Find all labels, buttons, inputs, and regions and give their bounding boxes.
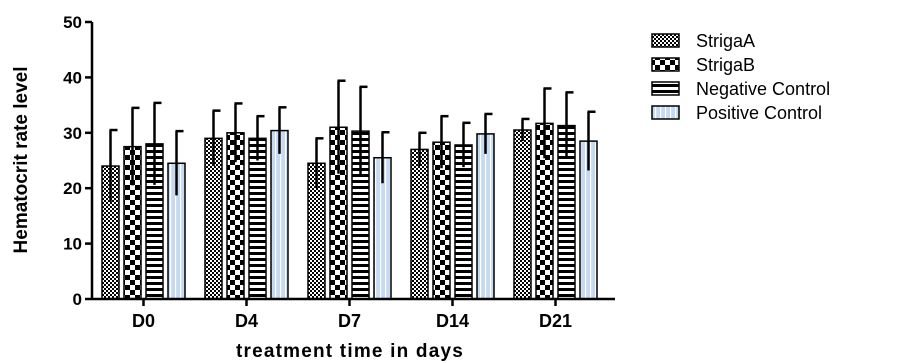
legend-label: StrigaB xyxy=(696,55,755,75)
error-bar-D7-positive-control xyxy=(381,130,390,184)
error-bar-D0-positive-control xyxy=(175,129,184,196)
y-tick-label: 30 xyxy=(63,124,82,143)
legend-label: Positive Control xyxy=(696,103,822,123)
x-tick-label: D14 xyxy=(436,311,469,331)
x-tick-label: D7 xyxy=(338,311,361,331)
error-bar-D4-strigaa xyxy=(212,109,221,167)
error-bar-D0-strigaa xyxy=(109,128,118,203)
x-tick-layer: D0 D4 D7 D14 D21 xyxy=(132,299,572,331)
y-tick-label: 40 xyxy=(63,68,82,87)
y-tick-layer: 0 10 20 30 40 50 xyxy=(63,13,92,309)
error-bar-D7-strigaa xyxy=(315,137,324,189)
y-tick-label: 50 xyxy=(63,13,82,32)
error-bar-D21-strigaa xyxy=(521,117,530,142)
legend: StrigaA StrigaB Negative Control Positive C… xyxy=(651,31,830,123)
y-tick-label: 0 xyxy=(73,290,82,309)
legend-swatch xyxy=(651,81,680,96)
error-bar-D4-positive-control xyxy=(278,106,287,154)
error-bar-D21-strigab xyxy=(543,87,552,159)
error-bar-D21-positive-control xyxy=(587,110,596,171)
legend-swatch xyxy=(651,33,680,48)
legend-swatch xyxy=(651,105,680,120)
legend-label: StrigaA xyxy=(696,31,755,51)
bar-D21-strigaa xyxy=(513,129,532,300)
error-bar-D0-negative-control xyxy=(153,101,162,185)
y-axis-label: Hematocrit rate level xyxy=(11,67,32,254)
error-bar-D21-negative-control xyxy=(565,91,574,159)
bar-D14-strigaa xyxy=(410,148,429,300)
x-tick-label: D21 xyxy=(539,311,572,331)
bar-D14-negative-control xyxy=(454,144,473,300)
y-tick-label: 20 xyxy=(63,179,82,198)
y-tick-label: 10 xyxy=(63,235,82,254)
bar-D4-positive-control xyxy=(270,129,289,300)
error-bar-D7-strigab xyxy=(337,79,346,174)
bar-D4-negative-control xyxy=(248,137,267,300)
error-bar-D4-negative-control xyxy=(256,114,265,161)
error-bar-D14-strigab xyxy=(440,114,449,169)
x-axis-label: treatment time in days xyxy=(236,341,464,362)
error-bar-D7-negative-control xyxy=(359,85,368,176)
error-bars-layer xyxy=(109,79,596,203)
error-bar-D14-strigaa xyxy=(418,131,427,167)
error-bar-D14-negative-control xyxy=(462,121,471,168)
error-bar-D14-positive-control xyxy=(484,112,493,154)
error-bar-D4-strigab xyxy=(234,102,243,163)
legend-swatch xyxy=(651,57,680,72)
x-tick-label: D4 xyxy=(235,311,258,331)
x-tick-label: D0 xyxy=(132,311,155,331)
bar-D14-positive-control xyxy=(476,133,495,300)
axes-layer xyxy=(90,22,615,301)
legend-label: Negative Control xyxy=(696,79,830,99)
error-bar-D0-strigab xyxy=(131,106,140,186)
